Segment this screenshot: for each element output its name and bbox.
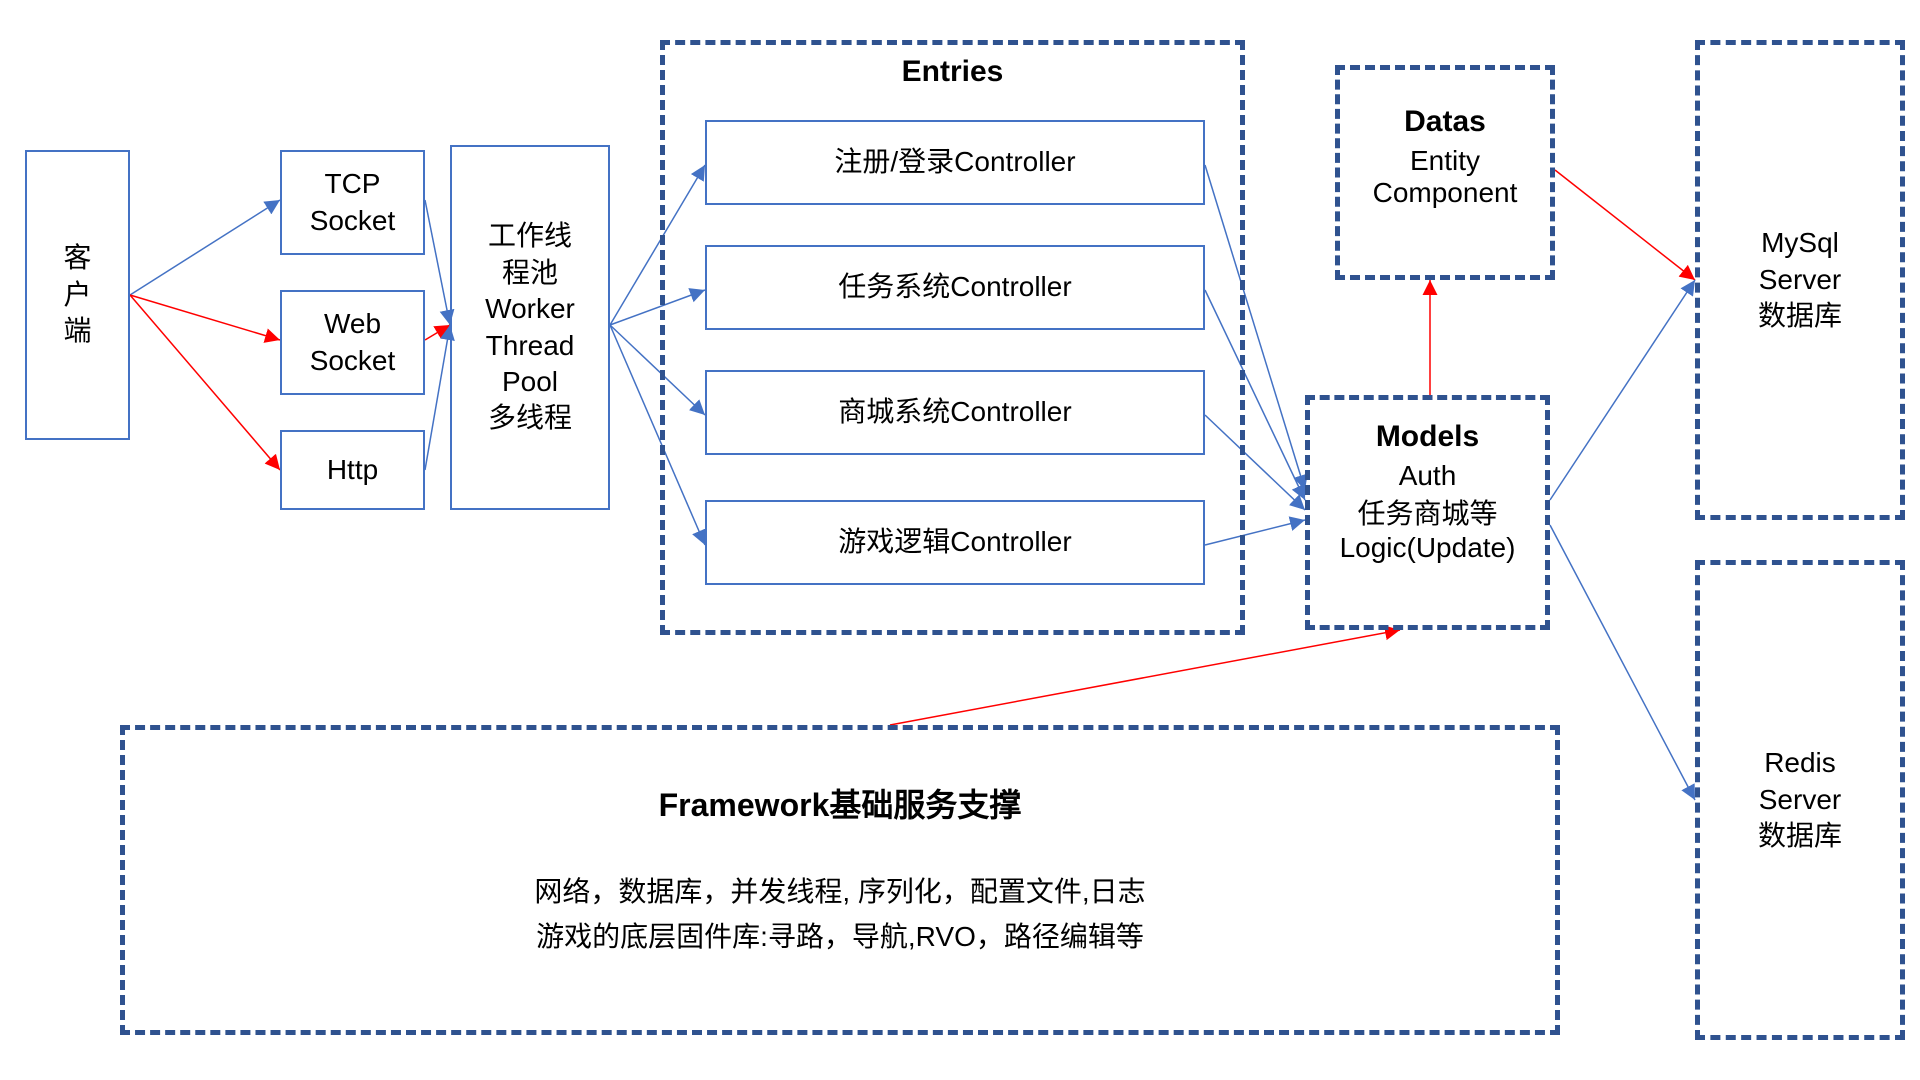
client-box: 客 户 端 (25, 150, 130, 440)
controller-game: 游戏逻辑Controller (705, 500, 1205, 585)
framework-line1: 网络，数据库，并发线程, 序列化，配置文件,日志 (120, 870, 1560, 910)
tcp-label: TCP Socket (310, 166, 396, 239)
web-label: Web Socket (310, 306, 396, 379)
controller-register: 注册/登录Controller (705, 120, 1205, 205)
c3-label: 商城系统Controller (838, 394, 1071, 430)
models-body: Auth 任务商城等 Logic(Update) (1305, 460, 1550, 564)
datas-body: Entity Component (1335, 145, 1555, 209)
worker-box: 工作线 程池 Worker Thread Pool 多线程 (450, 145, 610, 510)
redis-label: Redis Server 数据库 (1758, 745, 1842, 854)
entries-title: Entries (660, 55, 1245, 89)
controller-task: 任务系统Controller (705, 245, 1205, 330)
models-title: Models (1305, 420, 1550, 454)
web-box: Web Socket (280, 290, 425, 395)
worker-label: 工作线 程池 Worker Thread Pool 多线程 (485, 218, 575, 436)
c4-label: 游戏逻辑Controller (838, 524, 1071, 560)
tcp-box: TCP Socket (280, 150, 425, 255)
mysql-box: MySql Server 数据库 (1695, 40, 1905, 520)
c1-label: 注册/登录Controller (834, 144, 1075, 180)
http-label: Http (327, 452, 378, 488)
framework-title: Framework基础服务支撑 (120, 780, 1560, 826)
mysql-label: MySql Server 数据库 (1758, 225, 1842, 334)
framework-line2: 游戏的底层固件库:寻路，导航,RVO，路径编辑等 (120, 915, 1560, 955)
controller-shop: 商城系统Controller (705, 370, 1205, 455)
http-box: Http (280, 430, 425, 510)
redis-box: Redis Server 数据库 (1695, 560, 1905, 1040)
client-label: 客 户 端 (63, 240, 91, 349)
datas-title: Datas (1335, 105, 1555, 139)
c2-label: 任务系统Controller (838, 269, 1071, 305)
